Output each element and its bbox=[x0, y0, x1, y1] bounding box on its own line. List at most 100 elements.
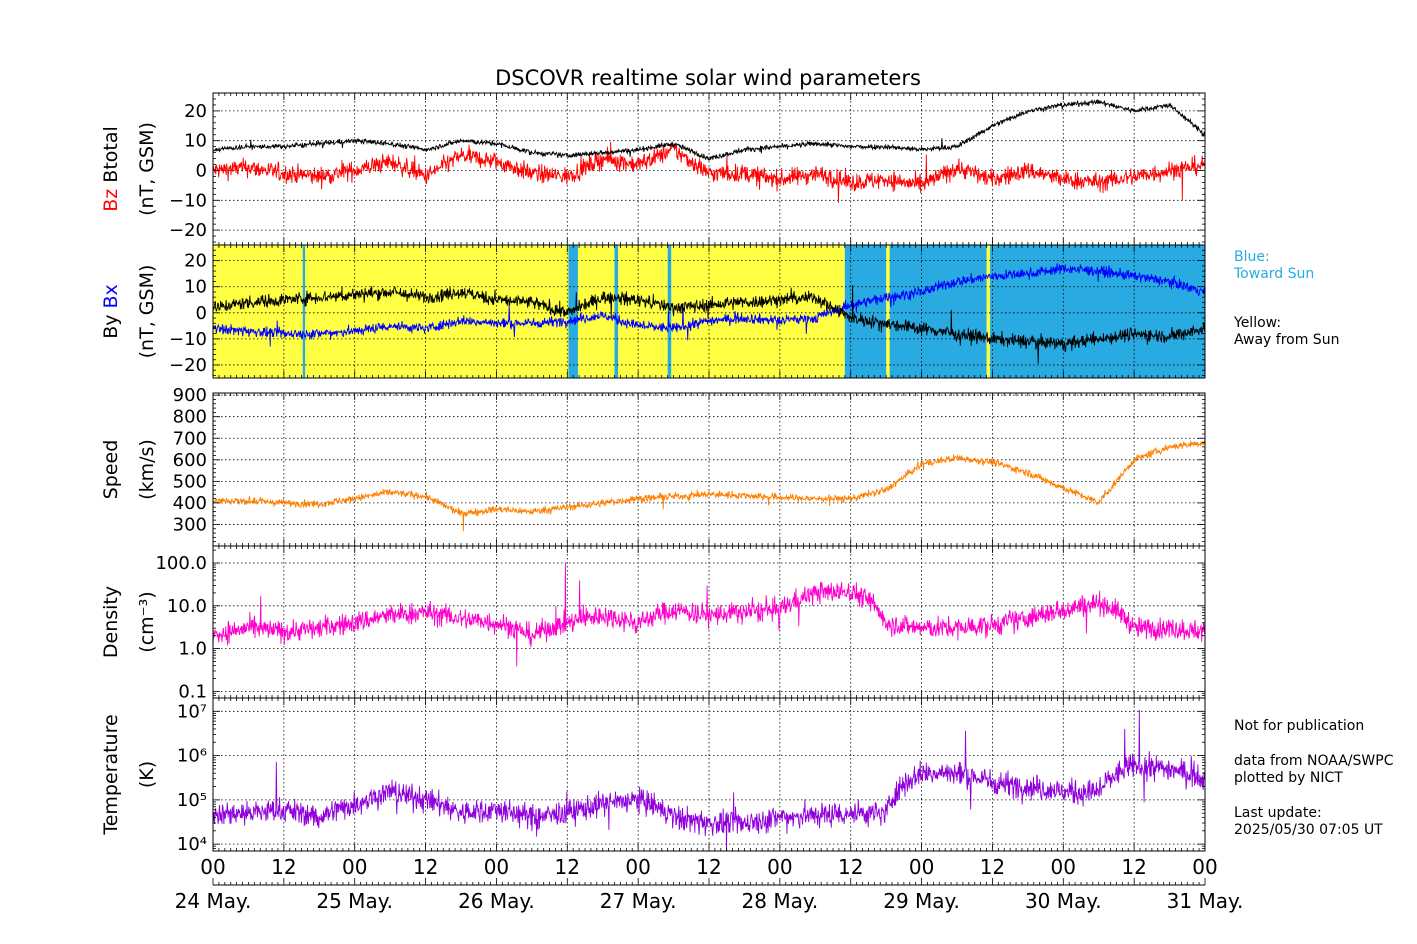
y-tick-label: 10⁴ bbox=[177, 834, 207, 855]
y-tick-label: 900 bbox=[173, 385, 207, 406]
sector-toward bbox=[302, 245, 306, 378]
y-tick-label: 600 bbox=[173, 450, 207, 471]
series-bx bbox=[213, 263, 1205, 347]
y-axis-label: Speed (km/s) bbox=[100, 439, 158, 500]
panel-magnetic-total: −20 −10 0 10 20 Bz Btotal (nT, GSM) bbox=[100, 92, 1206, 246]
grid bbox=[212, 245, 1206, 378]
y-tick-label: 800 bbox=[173, 407, 207, 428]
series-density bbox=[213, 562, 1205, 667]
y-label-unit: (K) bbox=[136, 761, 158, 788]
y-label-unit: (nT, GSM) bbox=[136, 265, 158, 359]
y-tick-label: 10⁷ bbox=[177, 701, 207, 722]
credits: Not for publication data from NOAA/SWPC … bbox=[1234, 718, 1394, 838]
y-tick-label: 400 bbox=[173, 493, 207, 514]
y-tick-label: 10 bbox=[184, 277, 207, 298]
time-tick-label: 12 bbox=[838, 855, 863, 879]
y-tick-label: 700 bbox=[173, 428, 207, 449]
series-by bbox=[213, 285, 1205, 364]
sector-away bbox=[213, 245, 845, 378]
y-tick-label: 0.1 bbox=[178, 681, 207, 702]
ticks bbox=[212, 697, 1206, 852]
y-axis-label: By Bx (nT, GSM) bbox=[100, 265, 158, 359]
y-tick-label: 10 bbox=[184, 131, 207, 152]
last-update-label: Last update: bbox=[1234, 805, 1322, 821]
time-tick-label: 12 bbox=[271, 855, 296, 879]
y-tick-label: 20 bbox=[184, 101, 207, 122]
date-label: 27 May. bbox=[600, 889, 677, 913]
date-label: 24 May. bbox=[175, 889, 252, 913]
y-tick-label: 300 bbox=[173, 514, 207, 535]
y-axis-label: Bz Btotal (nT, GSM) bbox=[100, 122, 158, 216]
series-speed bbox=[213, 440, 1205, 532]
sector-away bbox=[1329, 245, 1335, 378]
y-tick-label: 1.0 bbox=[178, 639, 207, 660]
sector-legend: Blue: Toward Sun Yellow: Away from Sun bbox=[1233, 249, 1339, 348]
y-tick-label: −20 bbox=[169, 220, 207, 241]
series-bz bbox=[213, 141, 1205, 203]
data-source: data from NOAA/SWPC bbox=[1234, 753, 1394, 769]
time-tick-label: 12 bbox=[696, 855, 721, 879]
y-label-part: By bbox=[100, 315, 122, 339]
time-tick-label: 12 bbox=[980, 855, 1005, 879]
time-axis: 00 12 00 12 00 12 00 12 00 12 00 12 00 12 00 24 May. 25 … bbox=[175, 855, 1244, 913]
y-label-main: Bz Btotal bbox=[100, 126, 122, 212]
sector-toward bbox=[844, 245, 1205, 378]
y-tick-label: 500 bbox=[173, 471, 207, 492]
y-tick-label: 10⁶ bbox=[177, 746, 207, 767]
y-label-part: Bx bbox=[100, 284, 122, 308]
blue-desc: Toward Sun bbox=[1233, 266, 1314, 282]
y-tick-label: 0 bbox=[196, 160, 207, 181]
plotted-by: plotted by NICT bbox=[1234, 770, 1343, 786]
y-tick-label: −10 bbox=[169, 190, 207, 211]
y-label-part: Bz bbox=[100, 189, 122, 212]
date-label: 25 May. bbox=[316, 889, 393, 913]
sector-away bbox=[986, 245, 991, 378]
grid bbox=[212, 393, 1206, 546]
y-axis-label: Density (cm⁻³) bbox=[100, 586, 158, 658]
ticks bbox=[212, 244, 1206, 378]
sector-away bbox=[886, 245, 890, 378]
y-tick-label: 0 bbox=[196, 303, 207, 324]
time-tick-label: 00 bbox=[200, 855, 225, 879]
y-label-main: Speed bbox=[100, 440, 122, 500]
panel-magnetic-components: −20 −10 0 10 20 By Bx (nT, GSM) bbox=[100, 244, 1335, 379]
yellow-label: Yellow: bbox=[1233, 315, 1281, 331]
time-tick-label: 12 bbox=[413, 855, 438, 879]
yellow-desc: Away from Sun bbox=[1234, 332, 1339, 348]
date-label: 28 May. bbox=[742, 889, 819, 913]
time-tick-label: 00 bbox=[767, 855, 792, 879]
panels: −20 −10 0 10 20 Bz Btotal (nT, GSM) −20 −10 0 10 20… bbox=[100, 92, 1335, 855]
date-label: 29 May. bbox=[883, 889, 960, 913]
time-tick-label: 00 bbox=[484, 855, 509, 879]
time-tick-label: 00 bbox=[1192, 855, 1217, 879]
series-temperature bbox=[213, 709, 1205, 851]
y-label-unit: (km/s) bbox=[136, 439, 158, 500]
sector-toward bbox=[614, 245, 619, 378]
date-label: 30 May. bbox=[1025, 889, 1102, 913]
time-tick-label: 00 bbox=[342, 855, 367, 879]
y-label-unit: (cm⁻³) bbox=[136, 591, 158, 652]
series-btotal bbox=[213, 99, 1205, 162]
time-tick-label: 12 bbox=[555, 855, 580, 879]
panel-density: 0.1 1.0 10.0 100.0 Density (cm⁻³) bbox=[100, 545, 1206, 702]
time-tick-label: 00 bbox=[625, 855, 650, 879]
blue-label: Blue: bbox=[1234, 249, 1270, 265]
time-tick-label: 00 bbox=[909, 855, 934, 879]
sector-background bbox=[213, 245, 1335, 378]
y-tick-label: 100.0 bbox=[155, 553, 207, 574]
not-for-publication: Not for publication bbox=[1234, 718, 1364, 734]
y-label-unit: (nT, GSM) bbox=[136, 122, 158, 216]
chart-title: DSCOVR realtime solar wind parameters bbox=[495, 66, 921, 90]
y-tick-label: 10⁵ bbox=[177, 790, 207, 811]
sector-toward bbox=[667, 245, 672, 378]
y-axis-label: Temperature (K) bbox=[100, 714, 158, 835]
y-tick-label: 10.0 bbox=[167, 596, 207, 617]
date-label: 26 May. bbox=[458, 889, 535, 913]
panel-temperature: 10⁴ 10⁵ 10⁶ 10⁷ Temperature (K) bbox=[100, 697, 1206, 855]
y-tick-label: 20 bbox=[184, 251, 207, 272]
y-label-main: Temperature bbox=[100, 714, 122, 835]
y-label-main: Density bbox=[100, 586, 122, 658]
y-tick-label: −10 bbox=[169, 329, 207, 350]
